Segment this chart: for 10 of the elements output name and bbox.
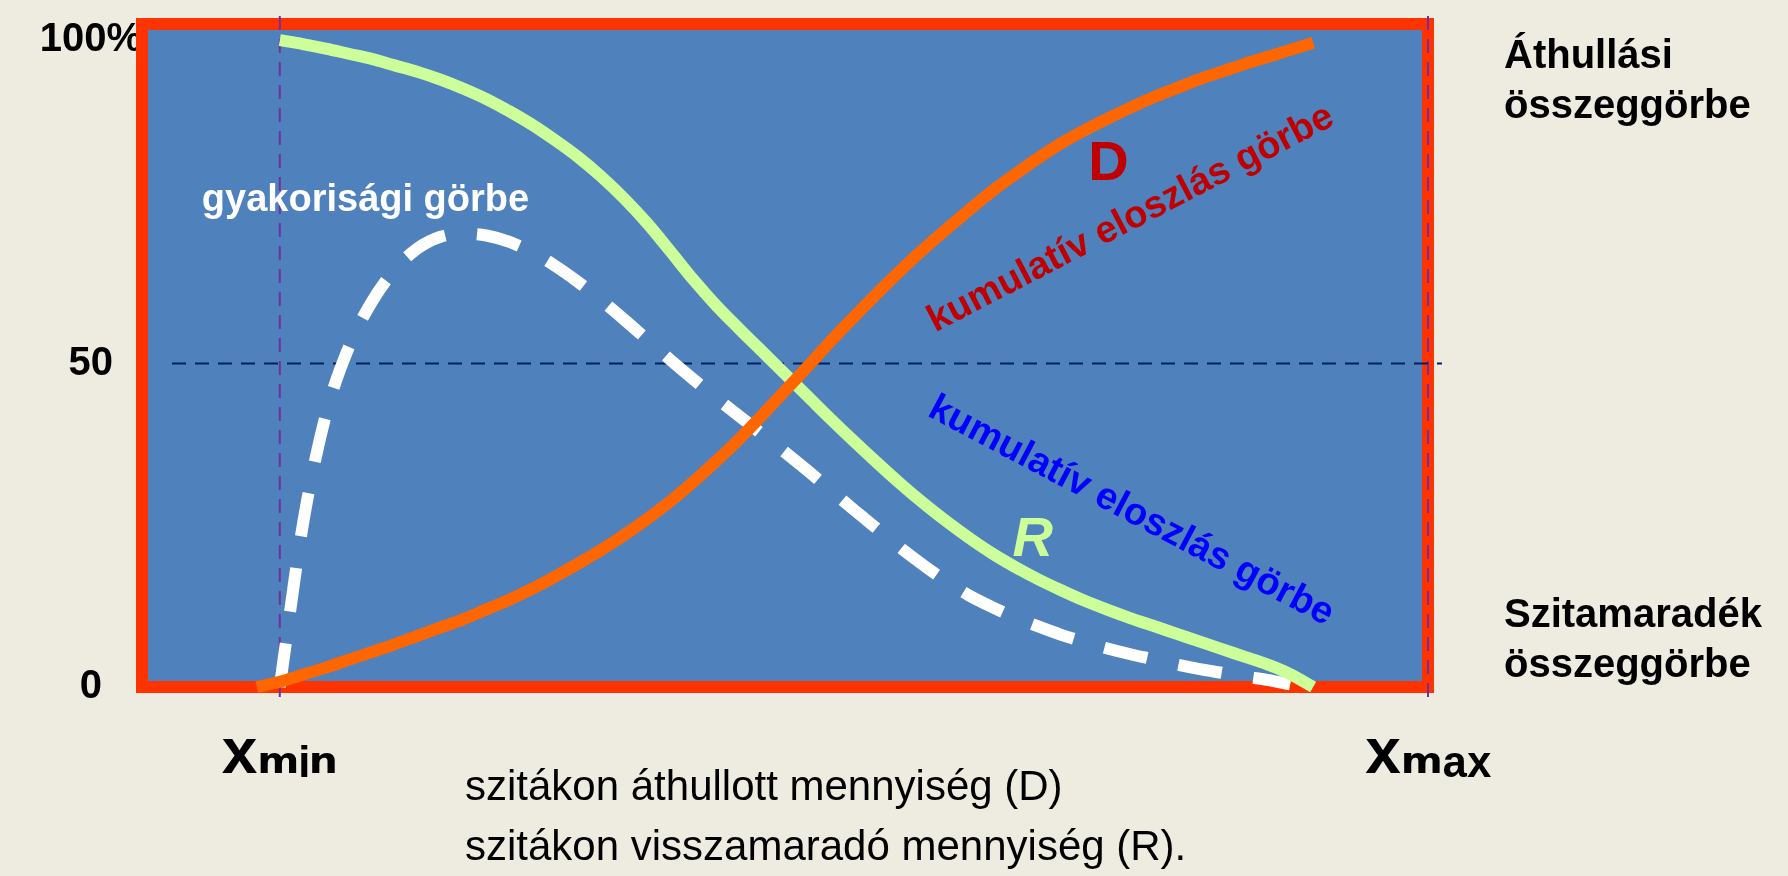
x-tick-label: xₘᵢₙ [221,715,338,788]
x-tick-label: xₘₐₓ [1365,715,1492,788]
series-label: R [1012,504,1054,568]
y-tick-label: 0 [79,662,102,707]
y-tick-label: 100% [39,15,142,60]
series-label: gyakorisági görbe [201,177,530,220]
x-axis-title: szitákon áthullott mennyiség (D) szitákon visszamaradó mennyiség (R). [465,762,1187,869]
text: Szitamaradék összeggörbe [1504,591,1763,685]
y-tick-label: 50 [68,338,114,383]
text: Áthullási összeggörbe [1504,32,1751,126]
